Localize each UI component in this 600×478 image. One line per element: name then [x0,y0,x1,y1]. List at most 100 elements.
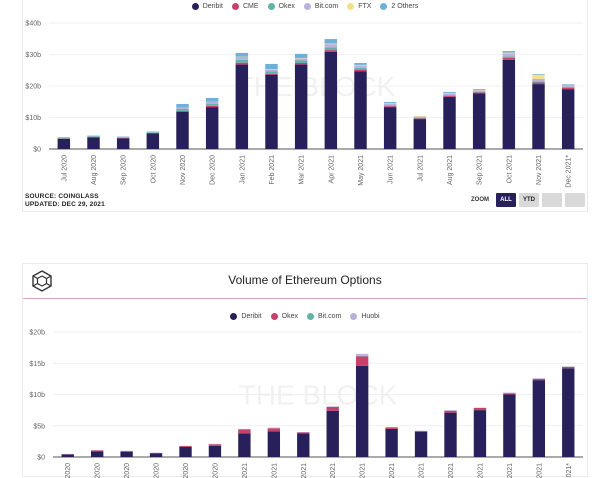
zoom-all-button[interactable]: ALL [496,193,516,207]
bar-segment-okex[interactable] [414,118,426,119]
bar-segment-bit-com[interactable] [147,132,159,133]
bar-segment-bit-com[interactable] [414,117,426,118]
bar-segment-2-others[interactable] [265,64,277,69]
bar-segment-cme[interactable] [265,74,277,75]
bar-segment-deribit[interactable] [147,133,159,149]
bar-segment-bit-com[interactable] [176,107,188,109]
bar-segment-okex[interactable] [179,446,191,447]
bar-segment-okex[interactable] [91,450,103,451]
bar-segment-bit-com[interactable] [562,85,574,87]
bar-segment-deribit[interactable] [473,93,485,149]
bar-segment-huobi[interactable] [268,428,280,429]
bar-segment-2-others[interactable] [532,74,544,75]
bar-segment-huobi[interactable] [503,393,515,394]
bar-segment-deribit[interactable] [58,139,70,149]
bar-segment-2-others[interactable] [443,92,455,93]
bar-segment-deribit[interactable] [238,433,250,457]
bar-segment-deribit[interactable] [444,413,456,457]
bar-segment-bit-com[interactable] [354,66,366,68]
bar-segment-cme[interactable] [354,70,366,72]
bar-segment-ftx[interactable] [354,65,366,66]
bar-segment-deribit[interactable] [179,447,191,457]
bar-segment-okex[interactable] [327,407,339,411]
bar-segment-okex[interactable] [503,56,515,58]
bar-segment-2-others[interactable] [325,39,337,43]
bar-segment-2-others[interactable] [562,84,574,85]
bar-segment-ftx[interactable] [414,116,426,117]
bar-segment-2-others[interactable] [384,102,396,103]
bar-segment-2-others[interactable] [503,51,515,53]
bar-segment-bit-com[interactable] [356,356,368,357]
bar-segment-2-others[interactable] [206,98,218,102]
bar-segment-okex[interactable] [236,60,248,63]
bar-segment-okex[interactable] [385,427,397,429]
bar-segment-okex[interactable] [295,60,307,63]
bar-segment-deribit[interactable] [474,410,486,457]
bar-segment-deribit[interactable] [325,52,337,149]
bar-segment-bit-com[interactable] [532,79,544,82]
bar-segment-deribit[interactable] [356,366,368,457]
bar-segment-cme[interactable] [206,106,218,107]
bar-segment-bit-com[interactable] [473,90,485,91]
bar-segment-huobi[interactable] [533,378,545,379]
bar-segment-okex[interactable] [354,68,366,70]
bar-segment-deribit[interactable] [562,89,574,149]
bar-segment-cme[interactable] [176,111,188,112]
bar-segment-deribit[interactable] [91,451,103,457]
bar-segment-deribit[interactable] [562,368,574,457]
bar-segment-bit-com[interactable] [236,57,248,60]
zoom-range-button-4[interactable] [565,193,585,207]
bar-segment-okex[interactable] [176,109,188,111]
bar-segment-deribit[interactable] [150,453,162,457]
bar-segment-deribit[interactable] [117,138,129,149]
bar-segment-cme[interactable] [295,63,307,65]
bar-segment-okex[interactable] [120,451,132,452]
bar-segment-okex[interactable] [87,136,99,137]
bar-segment-bit-com[interactable] [206,102,218,104]
bar-segment-cme[interactable] [562,88,574,89]
bar-segment-huobi[interactable] [444,410,456,411]
bar-segment-deribit[interactable] [236,65,248,149]
bar-segment-okex[interactable] [532,81,544,82]
bar-segment-2-others[interactable] [176,104,188,107]
zoom-ytd-button[interactable]: YTD [519,193,539,207]
bar-segment-okex[interactable] [265,72,277,74]
bar-segment-huobi[interactable] [327,406,339,407]
bar-segment-deribit[interactable] [297,433,309,457]
bar-segment-okex[interactable] [384,105,396,106]
bar-segment-deribit[interactable] [265,75,277,149]
bar-segment-cme[interactable] [532,83,544,85]
bar-segment-okex[interactable] [415,431,427,432]
bar-segment-deribit[interactable] [443,97,455,149]
bar-segment-deribit[interactable] [385,429,397,457]
bar-segment-cme[interactable] [414,118,426,119]
bar-segment-okex[interactable] [474,408,486,410]
bar-segment-bit-com[interactable] [117,137,129,138]
bar-segment-ftx[interactable] [532,75,544,79]
bar-segment-2-others[interactable] [236,53,248,57]
bar-segment-huobi[interactable] [238,429,250,430]
bar-segment-okex[interactable] [147,132,159,133]
bar-segment-bit-com[interactable] [58,137,70,138]
bar-segment-bit-com[interactable] [87,136,99,137]
bar-segment-okex[interactable] [297,432,309,433]
bar-segment-deribit[interactable] [295,65,307,149]
bar-segment-okex[interactable] [562,367,574,368]
bar-segment-okex[interactable] [58,138,70,139]
bar-segment-cme[interactable] [473,92,485,93]
bar-segment-cme[interactable] [236,63,248,65]
bar-segment-ftx[interactable] [325,43,337,44]
bar-segment-deribit[interactable] [268,431,280,457]
bar-segment-deribit[interactable] [120,452,132,457]
bar-segment-okex[interactable] [117,137,129,138]
bar-segment-okex[interactable] [268,428,280,431]
bar-segment-deribit[interactable] [384,107,396,149]
bar-segment-okex[interactable] [503,393,515,394]
bar-segment-cme[interactable] [325,50,337,52]
bar-segment-deribit[interactable] [354,72,366,149]
bar-segment-bit-com[interactable] [443,94,455,96]
bar-segment-ftx[interactable] [443,93,455,94]
bar-segment-deribit[interactable] [206,107,218,149]
bar-segment-deribit[interactable] [62,455,74,458]
bar-segment-cme[interactable] [384,106,396,107]
